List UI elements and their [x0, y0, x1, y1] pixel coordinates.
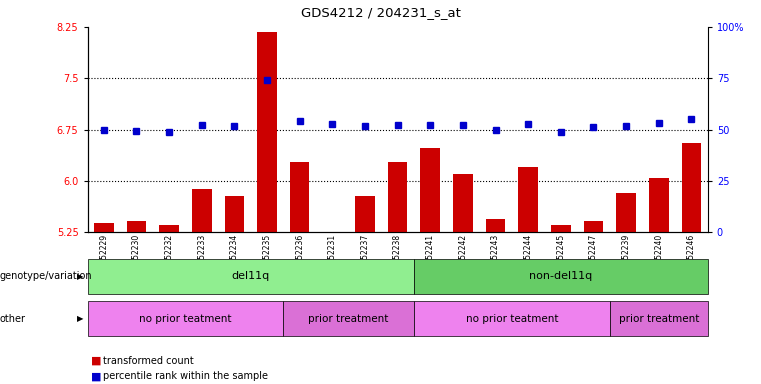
Text: prior treatment: prior treatment — [619, 314, 699, 324]
Bar — [126, 221, 146, 232]
Bar — [453, 174, 473, 232]
Bar — [224, 196, 244, 232]
Text: other: other — [0, 314, 26, 324]
Bar — [388, 162, 407, 232]
Text: ■: ■ — [91, 356, 102, 366]
Text: no prior teatment: no prior teatment — [466, 314, 558, 324]
Bar — [649, 177, 669, 232]
Text: ■: ■ — [91, 371, 102, 381]
Bar — [192, 189, 212, 232]
Bar — [518, 167, 538, 232]
Bar — [159, 225, 179, 232]
Text: del11q: del11q — [231, 271, 270, 281]
Text: percentile rank within the sample: percentile rank within the sample — [103, 371, 268, 381]
Text: GDS4212 / 204231_s_at: GDS4212 / 204231_s_at — [301, 6, 460, 19]
Bar — [682, 143, 701, 232]
Bar — [355, 196, 374, 232]
Text: ▶: ▶ — [77, 314, 84, 323]
Bar — [290, 162, 310, 232]
Text: ▶: ▶ — [77, 272, 84, 281]
Bar — [257, 31, 277, 232]
Text: prior treatment: prior treatment — [308, 314, 389, 324]
Bar — [486, 218, 505, 232]
Text: non-del11q: non-del11q — [529, 271, 593, 281]
Bar — [94, 223, 113, 232]
Bar — [616, 193, 636, 232]
Bar — [584, 221, 603, 232]
Text: transformed count: transformed count — [103, 356, 193, 366]
Text: genotype/variation: genotype/variation — [0, 271, 93, 281]
Text: no prior teatment: no prior teatment — [139, 314, 231, 324]
Bar — [421, 148, 440, 232]
Bar — [551, 225, 571, 232]
